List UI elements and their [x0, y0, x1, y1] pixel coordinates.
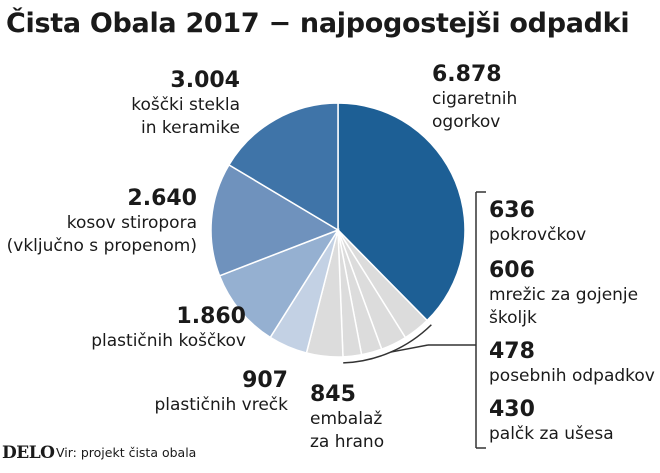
- value-swabs: 430: [489, 397, 535, 422]
- value-plastic-pieces: 1.860: [176, 304, 246, 329]
- text-special-1: posebnih odpadkov: [489, 366, 655, 386]
- text-packaging-1: embalaž: [310, 409, 383, 429]
- text-nets-1: mrežic za gojenje: [489, 285, 639, 305]
- value-styrofoam: 2.640: [127, 186, 197, 211]
- value-caps: 636: [489, 198, 535, 223]
- pie-slice-cigarette: [337, 102, 466, 322]
- chart-title: Čista Obala 2017 − najpogostejši odpadki: [6, 8, 630, 39]
- delo-logo: DELO: [2, 443, 55, 463]
- text-glass-2: in keramike: [141, 118, 240, 138]
- label-packaging: 845 embalaž za hrano: [310, 382, 384, 454]
- text-cigarette-2: ogorkov: [432, 112, 501, 132]
- pie-slice-plastic_pieces: [218, 228, 340, 339]
- label-caps: 636 pokrovčkov: [489, 198, 586, 247]
- text-plastic-pieces-1: plastičnih koščkov: [91, 331, 246, 351]
- bracket-leader-1: [390, 344, 429, 353]
- value-glass: 3.004: [170, 68, 240, 93]
- label-glass: 3.004 koščki stekla in keramike: [131, 68, 240, 140]
- pie-slice-styrofoam: [210, 163, 340, 277]
- text-styrofoam-1: kosov stiropora: [66, 213, 197, 233]
- label-cigarette: 6.878 cigaretnih ogorkov: [432, 62, 517, 134]
- footer: DELO Vir: projekt čista obala: [0, 441, 660, 473]
- pie-slice-glass: [227, 102, 339, 232]
- text-cigarette-1: cigaretnih: [432, 89, 518, 109]
- text-glass-1: koščki stekla: [131, 95, 240, 115]
- source-note: Vir: projekt čista obala: [56, 445, 197, 460]
- value-nets: 606: [489, 258, 535, 283]
- value-packaging: 845: [310, 382, 356, 407]
- value-plastic-bags: 907: [242, 368, 288, 393]
- label-special: 478 posebnih odpadkov: [489, 339, 655, 388]
- text-nets-2: školjk: [489, 308, 537, 328]
- label-swabs: 430 palčk za ušesa: [489, 397, 614, 446]
- bracket-arc: [343, 324, 432, 364]
- value-special: 478: [489, 339, 535, 364]
- label-nets: 606 mrežic za gojenje školjk: [489, 258, 638, 330]
- label-plastic-pieces: 1.860 plastičnih koščkov: [91, 304, 246, 353]
- small-slices-bracket: [343, 191, 486, 449]
- label-styrofoam: 2.640 kosov stiropora (vključno s propen…: [7, 186, 197, 258]
- text-packaging-2: za hrano: [310, 432, 385, 452]
- text-plastic-bags-1: plastičnih vrečk: [154, 395, 288, 415]
- text-caps-1: pokrovčkov: [489, 225, 587, 245]
- value-cigarette: 6.878: [432, 62, 502, 87]
- text-styrofoam-2: (vključno s propenom): [6, 236, 197, 256]
- text-swabs-1: palčk za ušesa: [489, 424, 614, 444]
- label-plastic-bags: 907 plastičnih vrečk: [154, 368, 288, 417]
